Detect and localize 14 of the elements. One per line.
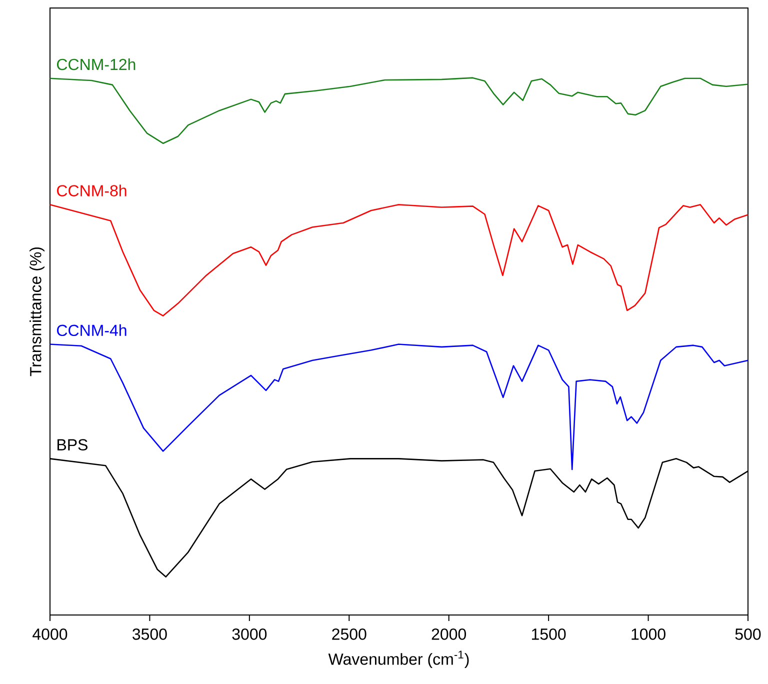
series-label: BPS [58, 439, 88, 450]
x-tick-label: 2000 [432, 628, 466, 640]
x-tick-label: 3000 [232, 628, 267, 640]
series-label: CCNM-8h [57, 184, 126, 196]
x-tick-label: 1500 [532, 628, 566, 640]
x-axis-title: Wavenumber (cm$^{-1}$) [328, 650, 469, 668]
x-tick-label: 1000 [632, 628, 666, 640]
series-label: CCNM-12h [57, 58, 136, 70]
x-tick-label: 2500 [332, 628, 366, 640]
x-tick-label: 3500 [132, 628, 167, 640]
y-axis-title: Transmittance (%) [30, 247, 44, 376]
series-label: CCNM-4h [57, 324, 126, 336]
x-tick-label: 4000 [32, 628, 68, 640]
x-tick-label: 500 [735, 628, 761, 640]
